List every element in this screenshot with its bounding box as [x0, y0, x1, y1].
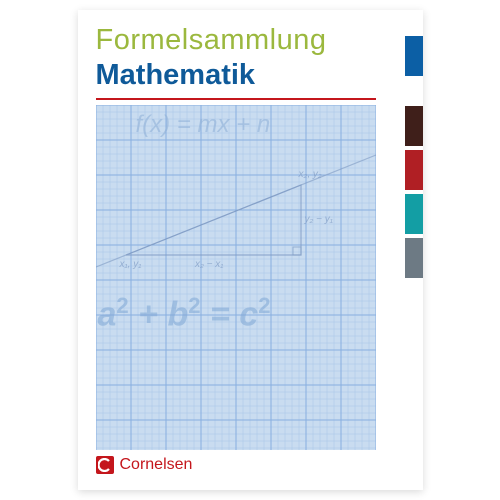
color-tab: [405, 150, 423, 190]
publisher-logo: [96, 456, 114, 474]
book-cover: Formelsammlung Mathematik f(x) = mx + n …: [78, 10, 423, 490]
color-tab: [405, 238, 423, 278]
color-tab: [405, 106, 423, 146]
color-tab: [405, 36, 423, 76]
side-label-horizontal: x₂ − x₁: [195, 259, 223, 270]
color-tab: [405, 194, 423, 234]
graph-area: f(x) = mx + n x₁, y₁ x₂, y₂ x₂ − x₁ y₂ −…: [96, 105, 376, 450]
side-label-vertical: y₂ − y₁: [305, 214, 333, 225]
point-label-2: x₂, y₂: [299, 169, 322, 180]
title-line1: Formelsammlung: [96, 24, 405, 57]
formula-pythagoras: a2 + b2 = c2: [98, 293, 271, 334]
divider-rule: [96, 98, 376, 100]
point-label-1: x₁, y₁: [120, 259, 142, 270]
triangle-diagram: [96, 135, 376, 295]
title-line2: Mathematik: [96, 59, 405, 92]
publisher-name: Cornelsen: [120, 456, 193, 474]
publisher: Cornelsen: [96, 456, 193, 474]
header: Formelsammlung Mathematik: [78, 10, 423, 108]
